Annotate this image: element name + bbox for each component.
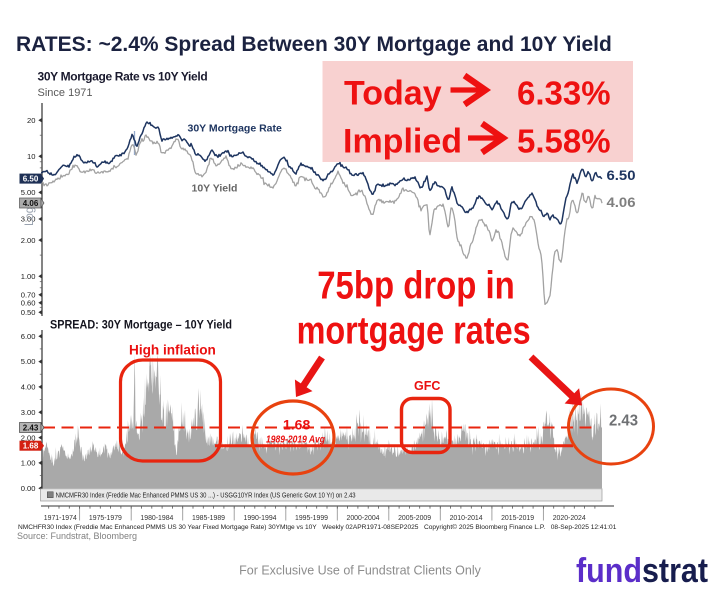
svg-text:NMCHFR30 Index (Freddie Mac En: NMCHFR30 Index (Freddie Mac Enhanced PMM… [18, 523, 617, 531]
svg-text:5.00: 5.00 [21, 357, 36, 366]
svg-text:10: 10 [27, 152, 35, 161]
svg-text:30Y Mortgage Rate: 30Y Mortgage Rate [188, 123, 282, 135]
svg-text:1980-1984: 1980-1984 [140, 513, 173, 522]
svg-text:For Exclusive Use of Fundstrat: For Exclusive Use of Fundstrat Clients O… [239, 564, 481, 578]
svg-text:6.50: 6.50 [23, 174, 39, 183]
svg-text:2010-2014: 2010-2014 [450, 513, 483, 522]
svg-text:1.00: 1.00 [21, 459, 36, 468]
svg-text:3.00: 3.00 [21, 215, 36, 224]
svg-text:0.50: 0.50 [21, 308, 36, 317]
svg-text:Implied: Implied [343, 123, 462, 161]
svg-text:0.60: 0.60 [21, 299, 36, 308]
svg-text:1989-2019 Avg: 1989-2019 Avg [266, 434, 325, 446]
svg-text:strat: strat [642, 552, 708, 590]
svg-text:1990-1994: 1990-1994 [244, 513, 277, 522]
svg-text:1.00: 1.00 [21, 272, 36, 281]
svg-text:1985-1989: 1985-1989 [192, 513, 225, 522]
svg-text:SPREAD: 30Y Mortgage – 10Y Yie: SPREAD: 30Y Mortgage – 10Y Yield [50, 317, 232, 331]
svg-text:5.58%: 5.58% [517, 123, 611, 160]
svg-text:High inflation: High inflation [129, 343, 216, 358]
svg-text:RATES: ~2.4% Spread Between 30: RATES: ~2.4% Spread Between 30Y Mortgage… [16, 33, 612, 56]
svg-text:2000-2004: 2000-2004 [347, 513, 380, 522]
svg-text:NMCMFR30 Index (Freddie Mac En: NMCMFR30 Index (Freddie Mac Enhanced PMM… [56, 492, 356, 499]
svg-text:5.00: 5.00 [21, 188, 36, 197]
svg-text:fund: fund [576, 552, 642, 590]
svg-text:1995-1999: 1995-1999 [295, 513, 328, 522]
svg-text:Since 1971: Since 1971 [38, 87, 93, 99]
svg-text:3.00: 3.00 [21, 408, 36, 417]
svg-text:2020-2024: 2020-2024 [553, 513, 586, 522]
svg-text:4.06: 4.06 [607, 195, 636, 211]
svg-text:0.00: 0.00 [21, 484, 36, 493]
svg-text:4.06: 4.06 [23, 199, 39, 208]
svg-text:2.43: 2.43 [609, 413, 638, 430]
svg-text:GFC: GFC [414, 379, 440, 393]
svg-text:2015-2019: 2015-2019 [501, 513, 534, 522]
svg-text:6.33%: 6.33% [517, 75, 611, 112]
svg-text:2.43: 2.43 [23, 423, 39, 432]
svg-text:Source: Fundstrat, Bloomberg: Source: Fundstrat, Bloomberg [17, 531, 137, 541]
svg-text:6.50: 6.50 [607, 168, 636, 184]
svg-text:0.70: 0.70 [21, 291, 36, 300]
svg-text:1.68: 1.68 [23, 442, 39, 451]
svg-text:20: 20 [27, 116, 35, 125]
svg-text:6.00: 6.00 [21, 332, 36, 341]
svg-text:2.00: 2.00 [21, 433, 36, 442]
svg-text:75bp drop in: 75bp drop in [317, 265, 515, 308]
svg-text:1971-1974: 1971-1974 [44, 513, 77, 522]
svg-text:2005-2009: 2005-2009 [398, 513, 431, 522]
svg-text:10Y Yield: 10Y Yield [192, 183, 238, 195]
svg-text:30Y Mortgage Rate vs 10Y Yield: 30Y Mortgage Rate vs 10Y Yield [38, 70, 208, 84]
svg-text:1.68: 1.68 [283, 417, 310, 433]
svg-text:2.00: 2.00 [21, 236, 36, 245]
svg-text:1975-1979: 1975-1979 [89, 513, 122, 522]
svg-text:mortgage rates: mortgage rates [297, 309, 531, 352]
svg-text:Log: Log [24, 207, 36, 226]
svg-text:4.00: 4.00 [21, 383, 36, 392]
svg-text:Today: Today [344, 75, 442, 113]
